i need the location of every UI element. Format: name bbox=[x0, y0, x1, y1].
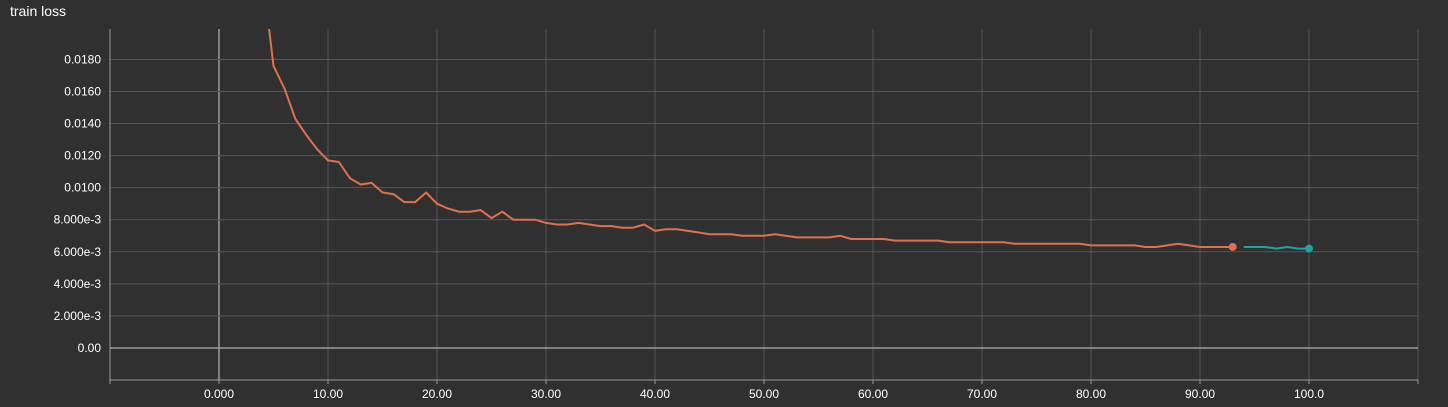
x-tick-label: 0.000 bbox=[204, 387, 234, 401]
x-tick-label: 10.00 bbox=[313, 387, 343, 401]
x-tick-label: 20.00 bbox=[422, 387, 452, 401]
x-tick-label: 90.00 bbox=[1185, 387, 1215, 401]
axis-layer bbox=[109, 29, 1419, 384]
chart-title: train loss bbox=[10, 3, 67, 19]
grid-layer bbox=[110, 29, 1419, 380]
series-end-marker-1 bbox=[1228, 242, 1237, 251]
x-tick-label: 80.00 bbox=[1076, 387, 1106, 401]
y-tick-label: 8.000e-3 bbox=[54, 213, 102, 227]
series-end-marker-2 bbox=[1305, 244, 1313, 253]
x-tick-label: 100.0 bbox=[1294, 387, 1324, 401]
y-tick-label: 0.00 bbox=[78, 341, 102, 355]
x-tick-label: 70.00 bbox=[967, 387, 997, 401]
y-tick-label: 6.000e-3 bbox=[54, 245, 102, 259]
x-tick-label: 60.00 bbox=[858, 387, 888, 401]
x-tick-label: 40.00 bbox=[640, 387, 670, 401]
y-tick-label: 0.0160 bbox=[64, 85, 101, 99]
y-tick-label: 0.0120 bbox=[64, 149, 101, 163]
series-line-2 bbox=[1243, 246, 1309, 250]
y-tick-label: 4.000e-3 bbox=[54, 277, 102, 291]
y-tick-label: 0.0100 bbox=[64, 181, 101, 195]
series-layer bbox=[268, 29, 1313, 253]
x-tick-label: 30.00 bbox=[531, 387, 561, 401]
y-tick-label: 2.000e-3 bbox=[54, 309, 102, 323]
series-line-1 bbox=[268, 29, 1233, 248]
x-tick-label: 50.00 bbox=[749, 387, 779, 401]
y-tick-label: 0.0180 bbox=[64, 52, 101, 66]
tick-label-layer: 0.000 10.00 20.00 30.00 40.00 50.00 60.00 70.00… bbox=[54, 52, 1325, 401]
y-tick-label: 0.0140 bbox=[64, 117, 101, 131]
